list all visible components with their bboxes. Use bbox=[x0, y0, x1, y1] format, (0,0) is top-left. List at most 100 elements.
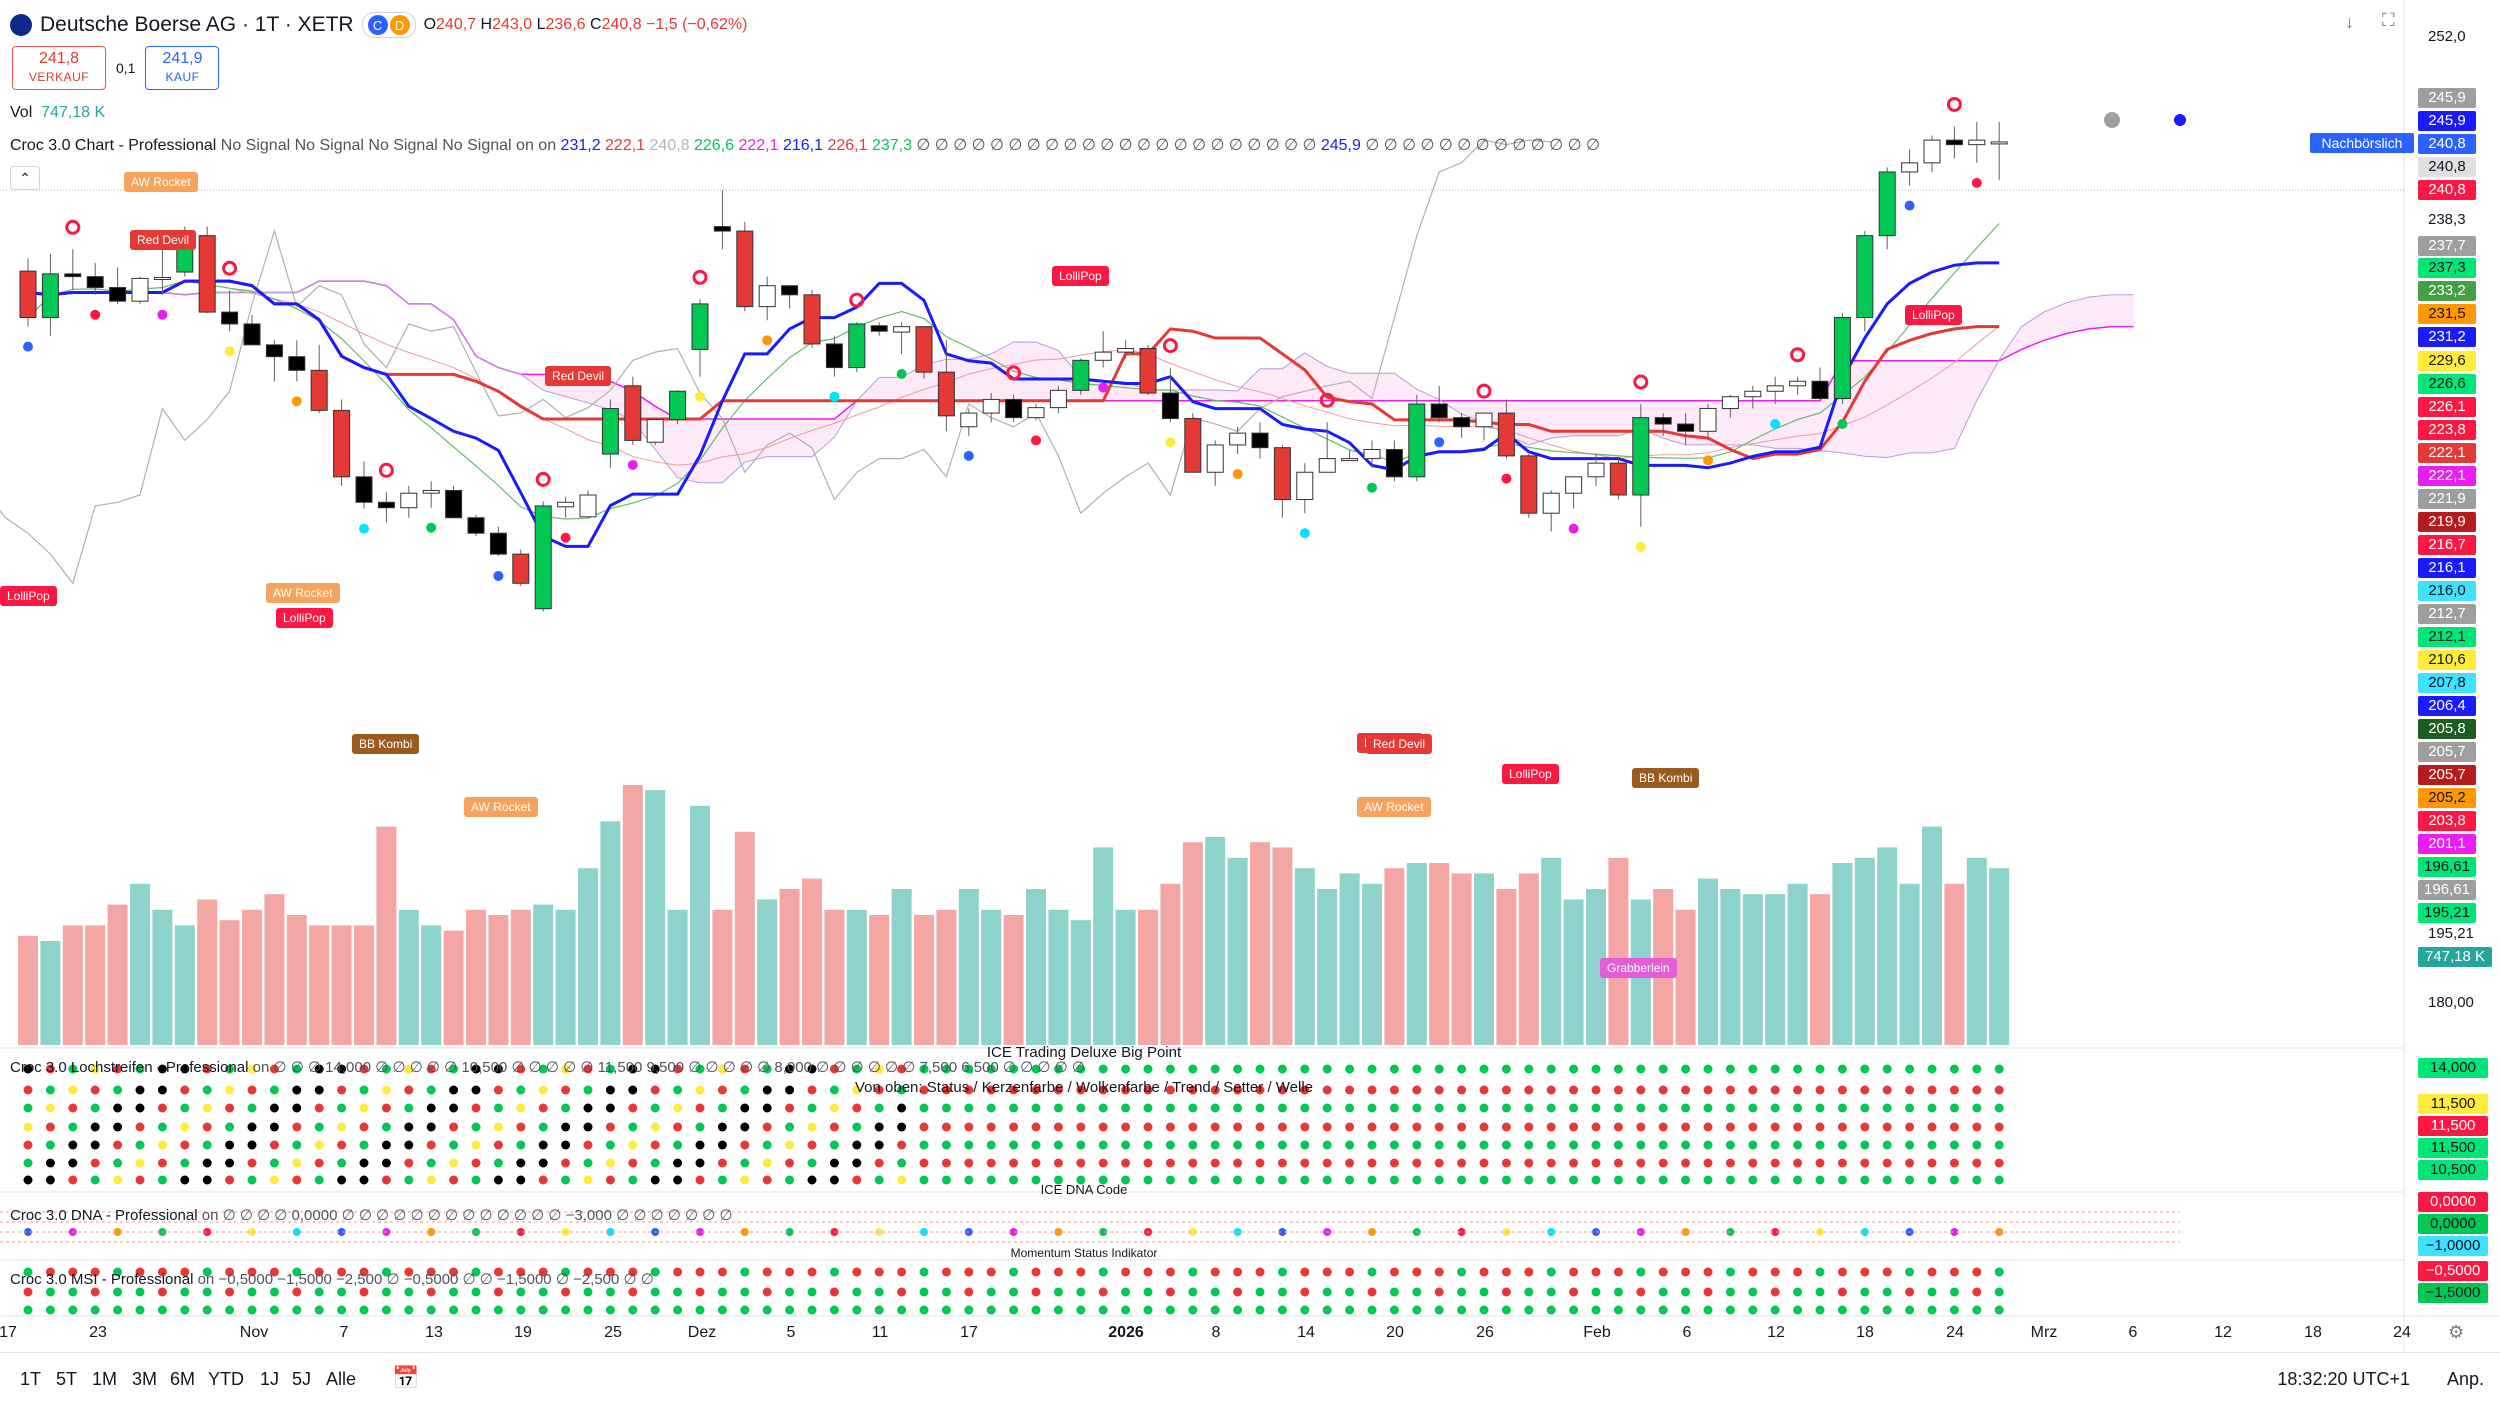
arrow-down-icon[interactable]: ↓ bbox=[2345, 12, 2354, 32]
msi-dot bbox=[1658, 1305, 1668, 1315]
msi-dot bbox=[135, 1267, 145, 1277]
loch-dot bbox=[1165, 1158, 1175, 1168]
dna-legend[interactable]: Croc 3.0 DNA - Professional on ∅ ∅ ∅ ∅ 0… bbox=[10, 1206, 733, 1224]
loch-dot bbox=[941, 1103, 951, 1113]
volume-legend[interactable]: Vol 747,18 K bbox=[10, 104, 105, 122]
msi-dot bbox=[1860, 1305, 1870, 1315]
loch-dot bbox=[1815, 1103, 1825, 1113]
loch-dot bbox=[180, 1158, 190, 1168]
loch-dot bbox=[1837, 1103, 1847, 1113]
loch-dot bbox=[1591, 1064, 1601, 1074]
msi-dot bbox=[1233, 1287, 1243, 1297]
maximize-icon[interactable]: ⛶ bbox=[2382, 10, 2395, 30]
price-axis-label: 180,00 bbox=[2428, 994, 2474, 1011]
loch-dot bbox=[650, 1103, 660, 1113]
calendar-icon[interactable]: 📅 bbox=[392, 1365, 420, 1390]
msi-dot bbox=[1143, 1305, 1153, 1315]
symbol-title[interactable]: Deutsche Boerse AG · 1T · XETR bbox=[40, 13, 354, 36]
price-chart[interactable] bbox=[0, 0, 2500, 1352]
candle-body bbox=[758, 285, 776, 308]
msi-dot bbox=[852, 1267, 862, 1277]
loch-dot bbox=[1927, 1085, 1937, 1095]
buy-button[interactable]: 241,9 KAUF bbox=[145, 46, 220, 90]
loch-dot bbox=[673, 1064, 683, 1074]
loch-dot bbox=[1546, 1085, 1556, 1095]
loch-dot bbox=[1479, 1175, 1489, 1185]
loch-dot bbox=[1345, 1064, 1355, 1074]
loch-dot bbox=[471, 1085, 481, 1095]
msi-legend[interactable]: Croc 3.0 MSI - Professional on −0,5000 −… bbox=[10, 1270, 654, 1288]
dna-dot bbox=[1099, 1228, 1108, 1236]
loch-dot bbox=[605, 1085, 615, 1095]
candle-body bbox=[355, 476, 373, 503]
signal-dot bbox=[896, 368, 907, 379]
loch-dot bbox=[1009, 1103, 1019, 1113]
timeframe-1j-button[interactable]: 1J bbox=[260, 1369, 280, 1389]
loch-dot bbox=[426, 1064, 436, 1074]
signal-dot bbox=[1367, 482, 1377, 493]
session-pill[interactable]: C D bbox=[361, 12, 416, 38]
signal-dot bbox=[291, 396, 302, 407]
session-c[interactable]: C bbox=[367, 15, 388, 35]
loch-dot bbox=[1524, 1064, 1534, 1074]
loch-dot bbox=[1546, 1175, 1556, 1185]
settings-icon[interactable]: ⚙ bbox=[2448, 1322, 2465, 1342]
loch-dot bbox=[650, 1158, 660, 1168]
timeframe-6m-button[interactable]: 6M bbox=[170, 1369, 196, 1389]
lochstreifen-legend[interactable]: Croc 3.0 Lochstreifen - Professional on … bbox=[10, 1058, 1085, 1076]
loch-dot bbox=[538, 1064, 548, 1074]
msi-dot bbox=[605, 1267, 615, 1277]
loch-dot bbox=[1613, 1122, 1623, 1132]
volume-bar bbox=[914, 915, 934, 1045]
timeframe-alle-button[interactable]: Alle bbox=[326, 1369, 357, 1389]
msi-dot bbox=[1681, 1267, 1691, 1277]
candle-body bbox=[1789, 380, 1807, 387]
timeframe-1m-button[interactable]: 1M bbox=[92, 1369, 118, 1389]
msi-dot bbox=[762, 1287, 772, 1297]
loch-dot bbox=[673, 1122, 683, 1132]
msi-dot bbox=[381, 1287, 391, 1297]
ring-marker bbox=[535, 471, 551, 487]
msi-dot bbox=[1815, 1305, 1825, 1315]
candle-body bbox=[243, 323, 261, 346]
loch-dot bbox=[426, 1103, 436, 1113]
loch-dot bbox=[23, 1064, 33, 1074]
timeframe-5t-button[interactable]: 5T bbox=[56, 1369, 78, 1389]
candle-body bbox=[1856, 235, 1874, 319]
loch-dot bbox=[1994, 1085, 2004, 1095]
loch-dot bbox=[1255, 1064, 1265, 1074]
loch-dot bbox=[628, 1158, 638, 1168]
loch-dot bbox=[404, 1175, 414, 1185]
timeframe-1t-button[interactable]: 1T bbox=[20, 1369, 42, 1389]
volume-bar bbox=[1115, 909, 1136, 1045]
loch-dot bbox=[202, 1064, 212, 1074]
msi-dot bbox=[202, 1305, 212, 1315]
loch-dot bbox=[1053, 1122, 1063, 1132]
timeframe-3m-button[interactable]: 3M bbox=[132, 1369, 158, 1389]
loch-dot bbox=[1905, 1103, 1915, 1113]
candle-body bbox=[1318, 458, 1336, 473]
loch-dot bbox=[1434, 1175, 1444, 1185]
volume-bar bbox=[1854, 857, 1875, 1045]
loch-dot bbox=[740, 1140, 750, 1150]
adjust-button[interactable]: Anp. bbox=[2446, 1369, 2484, 1389]
sell-button[interactable]: 241,8 VERKAUF bbox=[12, 46, 106, 90]
price-axis-label: 231,2 bbox=[2418, 327, 2476, 347]
indicator-legend[interactable]: Croc 3.0 Chart - Professional No Signal … bbox=[10, 135, 1600, 155]
msi-dot bbox=[359, 1267, 369, 1277]
dna-dot bbox=[113, 1228, 122, 1236]
volume-bar bbox=[1742, 894, 1763, 1045]
ice-title: ICE Trading Deluxe Big Point bbox=[986, 1044, 1182, 1061]
candle-body bbox=[1341, 458, 1359, 462]
clock[interactable]: 18:32:20 UTC+1 bbox=[2277, 1369, 2410, 1389]
candle-body bbox=[1453, 417, 1471, 428]
volume-bar bbox=[219, 920, 240, 1045]
session-d[interactable]: D bbox=[389, 15, 410, 35]
timeframe-ytd-button[interactable]: YTD bbox=[208, 1369, 244, 1389]
collapse-legend-button[interactable]: ⌃ bbox=[10, 166, 40, 190]
msi-dot bbox=[1345, 1287, 1355, 1297]
msi-dot bbox=[1255, 1287, 1265, 1297]
msi-dot bbox=[1210, 1287, 1220, 1297]
timeframe-5j-button[interactable]: 5J bbox=[292, 1369, 312, 1389]
volume-bar bbox=[130, 883, 150, 1045]
